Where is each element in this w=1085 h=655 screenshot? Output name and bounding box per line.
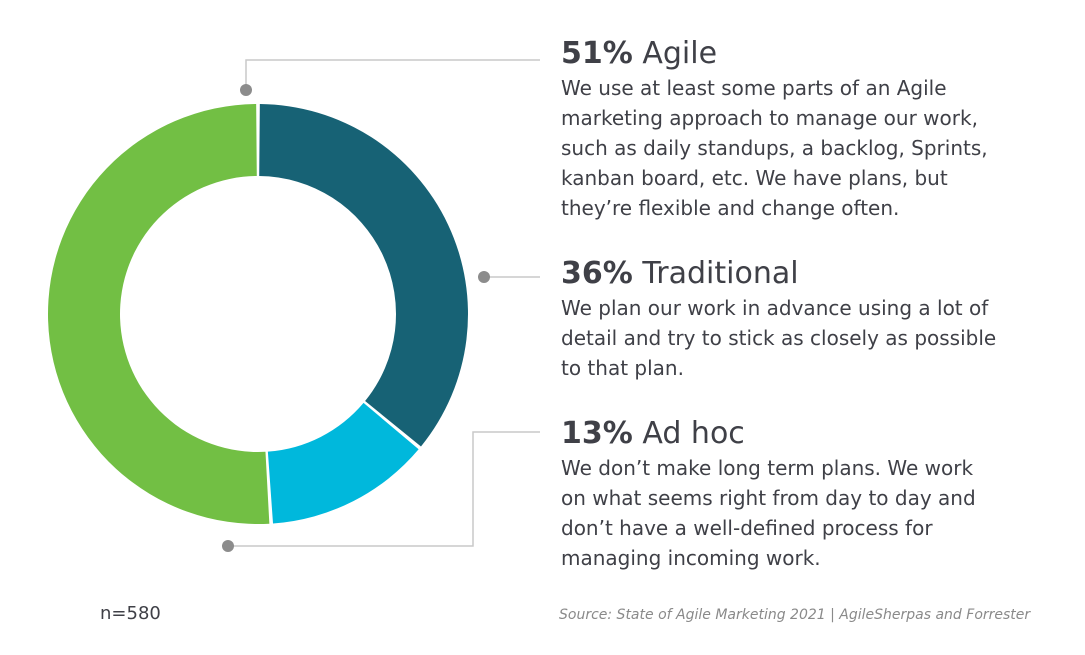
slice-percent: 13% <box>561 416 633 451</box>
slice-description: We don’t make long term plans. We work o… <box>561 456 976 570</box>
slice-name: Traditional <box>642 256 799 291</box>
leader-line-ad-hoc <box>228 431 540 547</box>
slice-ad-hoc <box>267 402 419 524</box>
legend-entry-agile: 51% Agile We use at least some parts of … <box>561 36 1061 223</box>
leader-lines <box>228 59 540 547</box>
leader-dot-ad-hoc <box>222 540 234 552</box>
leader-dots <box>222 84 490 552</box>
leader-line-agile <box>245 59 540 90</box>
slice-agile <box>47 104 270 524</box>
legend-heading: 36% Traditional <box>561 256 1061 292</box>
legend-heading: 13% Ad hoc <box>561 416 1061 452</box>
slice-description: We use at least some parts of an Agile m… <box>561 76 988 220</box>
legend-entry-traditional: 36% Traditional We plan our work in adva… <box>561 256 1061 383</box>
leader-dot-traditional <box>478 271 490 283</box>
sample-size-note: n=580 <box>100 603 161 624</box>
slice-traditional <box>259 104 469 447</box>
slice-name: Ad hoc <box>642 416 745 451</box>
slice-name: Agile <box>642 36 718 71</box>
leader-dot-agile <box>240 84 252 96</box>
slice-percent: 51% <box>561 36 633 71</box>
legend-heading: 51% Agile <box>561 36 1061 72</box>
legend-entry-ad-hoc: 13% Ad hoc We don’t make long term plans… <box>561 416 1061 573</box>
donut-slices <box>47 104 469 524</box>
slice-percent: 36% <box>561 256 633 291</box>
source-note: Source: State of Agile Marketing 2021 | … <box>559 607 1031 623</box>
slice-description: We plan our work in advance using a lot … <box>561 296 997 380</box>
